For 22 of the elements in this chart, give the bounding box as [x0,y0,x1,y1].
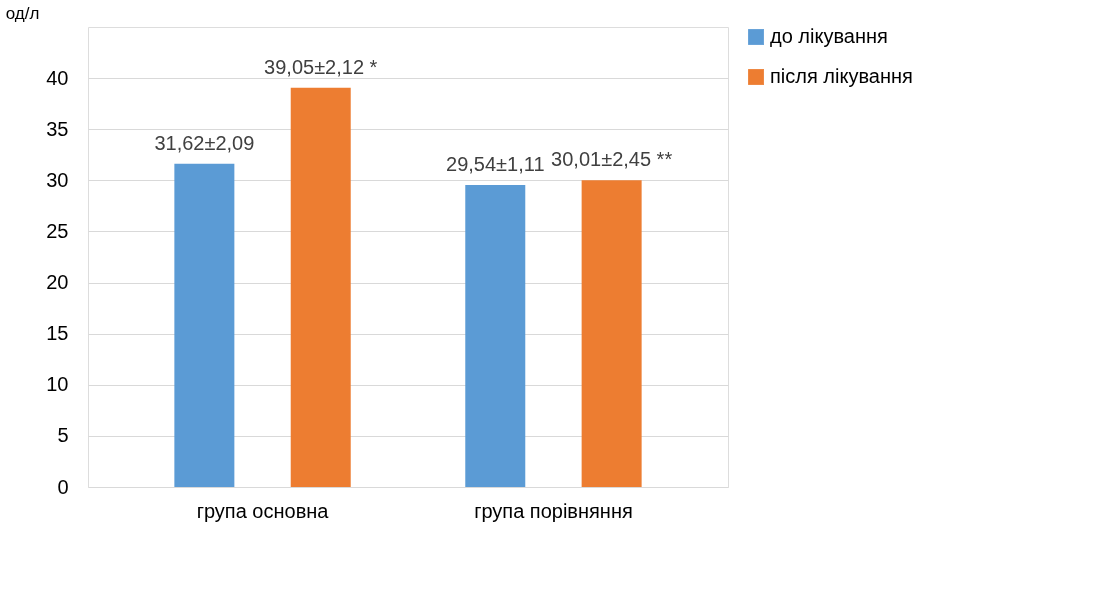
y-tick-label: 15 [46,322,69,345]
x-tick-label: група порівняння [474,499,633,522]
y-tick-label: 20 [46,271,69,294]
y-axis-title: од/л [5,4,40,23]
data-label: 39,05±2,12 * [264,55,378,78]
y-tick-label: 40 [46,66,69,89]
data-label: 30,01±2,45 ** [551,148,673,171]
y-tick-label: 0 [57,475,69,498]
legend-label: після лікування [770,65,913,87]
bar [581,180,642,487]
y-tick-label: 10 [46,373,69,396]
x-tick-label: група основна [196,499,330,522]
legend-label: до лікування [770,25,888,47]
y-tick-label: 5 [57,424,69,447]
y-tick-label: 30 [46,168,69,191]
bar [174,163,235,487]
bar [290,87,351,487]
data-label: 29,54±1,11 [446,153,545,176]
data-label: 31,62±2,09 [154,131,255,154]
y-tick-label: 25 [46,219,69,242]
y-tick-label: 35 [46,117,69,140]
bar [465,185,526,487]
